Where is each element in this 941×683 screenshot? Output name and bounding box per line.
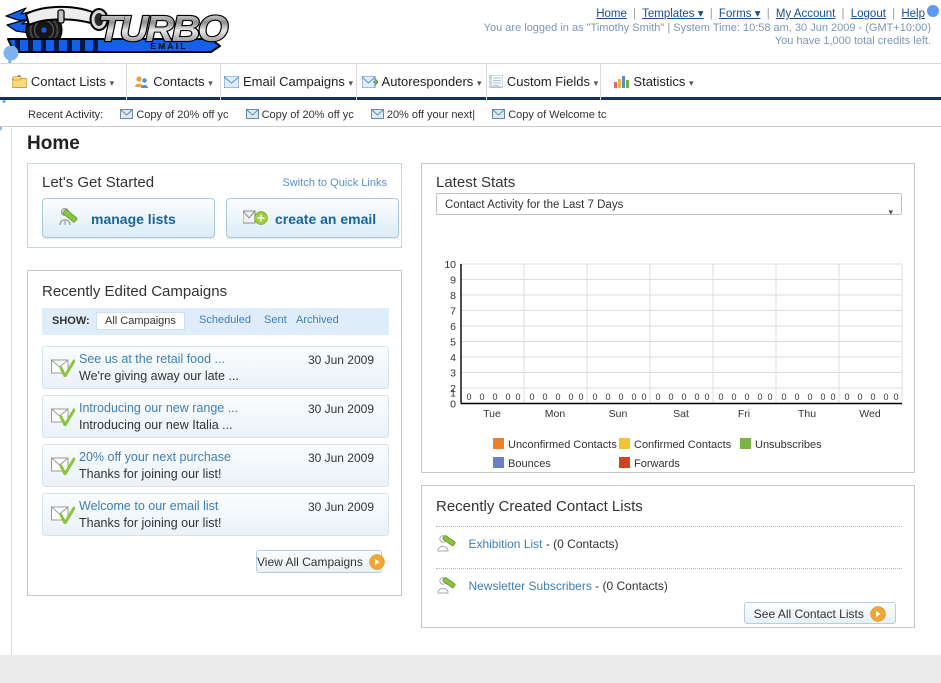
svg-text:Tue: Tue <box>483 408 501 420</box>
svg-text:0: 0 <box>744 392 749 402</box>
svg-text:0: 0 <box>781 392 786 402</box>
svg-text:0: 0 <box>704 392 709 402</box>
svg-text:0: 0 <box>568 392 573 402</box>
svg-text:7: 7 <box>450 306 456 318</box>
svg-text:0: 0 <box>767 392 772 402</box>
svg-text:0: 0 <box>655 392 660 402</box>
svg-text:0: 0 <box>718 392 723 402</box>
svg-text:0: 0 <box>830 392 835 402</box>
svg-text:Sat: Sat <box>673 408 689 420</box>
svg-text:0: 0 <box>542 392 547 402</box>
svg-text:0: 0 <box>883 392 888 402</box>
svg-text:0: 0 <box>529 392 534 402</box>
svg-text:9: 9 <box>450 275 456 287</box>
svg-text:4: 4 <box>450 352 456 364</box>
svg-text:0: 0 <box>844 392 849 402</box>
svg-text:0: 0 <box>731 392 736 402</box>
svg-text:0: 0 <box>820 392 825 402</box>
svg-text:0: 0 <box>605 392 610 402</box>
svg-text:0: 0 <box>794 392 799 402</box>
svg-text:Sun: Sun <box>609 408 628 420</box>
svg-text:8: 8 <box>450 290 456 302</box>
svg-text:0: 0 <box>450 399 456 411</box>
svg-text:Mon: Mon <box>545 408 566 420</box>
svg-text:0: 0 <box>857 392 862 402</box>
svg-text:TURBO: TURBO <box>98 8 228 49</box>
svg-text:0: 0 <box>592 392 597 402</box>
svg-text:0: 0 <box>505 392 510 402</box>
svg-text:Thu: Thu <box>798 408 816 420</box>
svg-text:0: 0 <box>555 392 560 402</box>
svg-text:0: 0 <box>807 392 812 402</box>
svg-text:0: 0 <box>681 392 686 402</box>
svg-text:0: 0 <box>641 392 646 402</box>
svg-text:0: 0 <box>893 392 898 402</box>
svg-text:0: 0 <box>618 392 623 402</box>
svg-text:10: 10 <box>444 259 456 271</box>
svg-text:0: 0 <box>631 392 636 402</box>
svg-text:0: 0 <box>492 392 497 402</box>
svg-text:0: 0 <box>668 392 673 402</box>
svg-text:0: 0 <box>578 392 583 402</box>
svg-text:0: 0 <box>694 392 699 402</box>
svg-text:Fri: Fri <box>738 408 750 420</box>
svg-text:0: 0 <box>479 392 484 402</box>
svg-text:0: 0 <box>757 392 762 402</box>
svg-text:5: 5 <box>450 337 456 349</box>
svg-text:0: 0 <box>870 392 875 402</box>
svg-text:6: 6 <box>450 321 456 333</box>
svg-text:Wed: Wed <box>859 408 881 420</box>
svg-text:0: 0 <box>466 392 471 402</box>
svg-text:0: 0 <box>515 392 520 402</box>
svg-text:3: 3 <box>450 368 456 380</box>
